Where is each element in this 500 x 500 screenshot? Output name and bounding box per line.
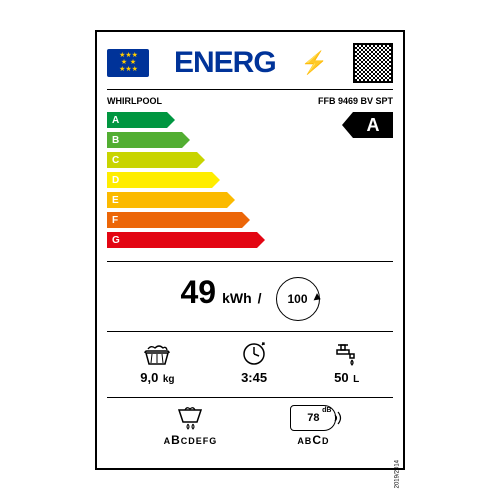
rating-badge: A	[342, 112, 393, 138]
header: ★ ★ ★★ ★★ ★ ★ ENERG ⚡	[107, 40, 393, 85]
duration-value: 3:45	[241, 370, 267, 385]
noise-spec: 78 dB ABCD	[290, 406, 336, 447]
capacity-value: 9,0	[140, 370, 158, 385]
scale-arrow-e: E	[107, 192, 235, 208]
regulation-number: 2019/2014	[394, 460, 400, 488]
water-unit: L	[353, 374, 359, 385]
specs-row-1: 9,0 kg 3:45	[107, 336, 393, 393]
eu-flag-icon: ★ ★ ★★ ★★ ★ ★	[107, 49, 149, 77]
water-value: 50	[334, 370, 348, 385]
noise-class-string: ABCD	[297, 433, 329, 447]
divider	[107, 261, 393, 262]
speaker-icon: 78 dB	[290, 406, 336, 430]
scale-arrow-g: G	[107, 232, 265, 248]
kwh-unit: kWh	[222, 290, 252, 306]
brand-row: WHIRLPOOL FFB 9469 BV SPT	[107, 94, 393, 112]
energy-title: ENERG	[174, 46, 276, 80]
noise-unit: dB	[322, 407, 331, 414]
tap-icon	[334, 342, 360, 366]
scale-arrow-b: B	[107, 132, 190, 148]
duration-spec: 3:45	[241, 342, 267, 387]
model-number: FFB 9469 BV SPT	[318, 96, 393, 106]
divider	[107, 331, 393, 332]
energy-label: ★ ★ ★★ ★★ ★ ★ ENERG ⚡ WHIRLPOOL FFB 9469…	[95, 30, 405, 470]
brand-name: WHIRLPOOL	[107, 96, 162, 106]
spin-class-string: ABCDEFG	[164, 433, 218, 447]
laundry-basket-icon	[143, 342, 171, 366]
capacity-unit: kg	[163, 374, 175, 385]
rating-grade: A	[353, 112, 393, 138]
water-spec: 50 L	[334, 342, 360, 387]
clock-icon	[242, 342, 266, 366]
divider	[107, 89, 393, 90]
slash: /	[258, 290, 262, 306]
noise-value: 78	[307, 412, 319, 424]
divider	[107, 397, 393, 398]
specs-row-2: ABCDEFG 78 dB ABCD	[107, 402, 393, 447]
qr-code-icon	[353, 43, 393, 83]
scale-arrow-f: F	[107, 212, 250, 228]
scale-arrow-a: A	[107, 112, 175, 128]
scale-arrow-c: C	[107, 152, 205, 168]
spin-dry-icon	[175, 406, 205, 430]
cycles-icon: 100	[276, 277, 320, 321]
bolt-icon: ⚡	[301, 50, 328, 76]
capacity-spec: 9,0 kg	[140, 342, 174, 387]
spin-class-spec: ABCDEFG	[164, 406, 218, 447]
cycles-value: 100	[288, 292, 308, 306]
efficiency-scale: A ABCDEFG	[107, 112, 393, 257]
kwh-value: 49	[180, 274, 216, 311]
consumption-row: 49 kWh / 100	[107, 266, 393, 327]
scale-arrow-d: D	[107, 172, 220, 188]
